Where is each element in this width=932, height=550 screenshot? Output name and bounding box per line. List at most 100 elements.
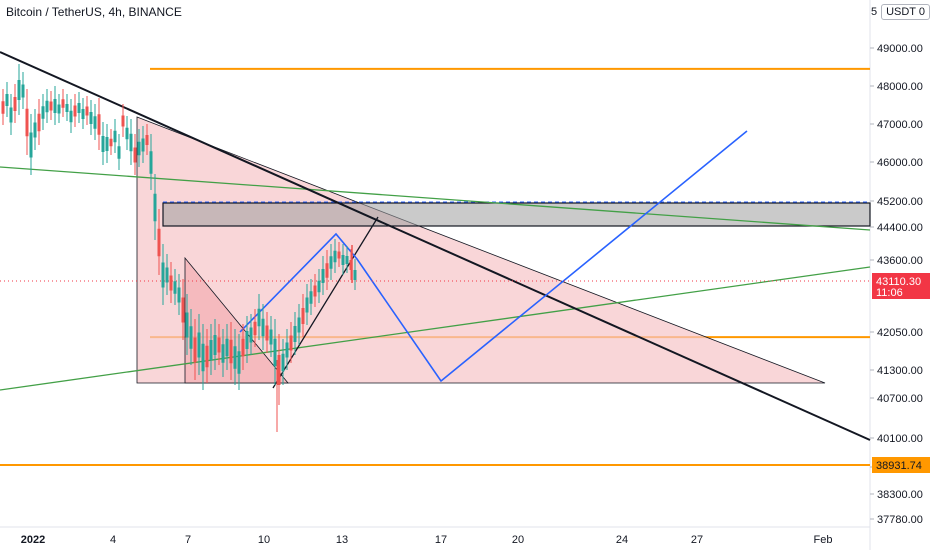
candle-body — [89, 112, 93, 124]
price-tick-label: 40100.00 — [877, 433, 923, 445]
candle-body — [53, 99, 57, 113]
time-tick-label: 24 — [616, 534, 628, 546]
grid — [0, 0, 871, 550]
candle-body — [105, 137, 109, 151]
time-tick-label: 20 — [512, 534, 524, 546]
currency-badge[interactable]: USDT 0 — [881, 4, 930, 20]
candle-body — [233, 346, 237, 369]
candle-body — [273, 338, 277, 367]
level-price-badge — [872, 457, 930, 473]
price-tick-label: 44400.00 — [877, 222, 923, 234]
projection-path — [239, 130, 748, 383]
candle-body — [169, 275, 173, 291]
candle-body — [309, 291, 313, 304]
candle-body — [25, 108, 29, 137]
last-price-label: 43110.30 — [876, 276, 921, 288]
candle-body — [145, 135, 149, 145]
candle-body — [257, 308, 261, 327]
candlesticks — [1, 64, 357, 432]
triangle-pattern — [136, 116, 826, 384]
price-tick-label: 42050.00 — [877, 327, 923, 339]
candle-body — [253, 321, 257, 336]
candle-body — [189, 326, 193, 349]
candle-body — [205, 345, 209, 368]
time-axis[interactable]: 2022 4 7 10 13 17 20 24 27 Feb — [21, 534, 833, 546]
green-trendline-upper — [0, 166, 871, 231]
candle-body — [93, 116, 97, 129]
candle-body — [133, 147, 137, 163]
candle-body — [157, 228, 161, 257]
candle-body — [21, 84, 25, 98]
candle-body — [57, 104, 61, 114]
last-price-badge — [872, 273, 930, 299]
candle-body — [101, 136, 105, 152]
candle-body — [225, 338, 229, 357]
time-tick-label: 7 — [185, 534, 191, 546]
price-tick-label: 38300.00 — [877, 489, 923, 501]
candle-body — [337, 251, 341, 259]
candle-body — [209, 340, 213, 360]
candle-body — [293, 326, 297, 342]
candle-body — [65, 104, 69, 112]
candle-body — [5, 94, 9, 106]
time-tick-label: 13 — [336, 534, 348, 546]
time-tick-label: 4 — [110, 534, 116, 546]
candle-body — [297, 317, 301, 333]
candle-body — [73, 105, 77, 117]
candle-body — [305, 297, 309, 313]
candle-body — [221, 344, 225, 363]
candle-body — [49, 101, 53, 111]
candle-body — [109, 138, 113, 147]
candle-body — [97, 114, 101, 135]
candle-body — [117, 146, 121, 159]
candle-body — [197, 332, 201, 358]
candle-body — [45, 100, 49, 113]
candle-body — [301, 308, 305, 324]
candle-body — [229, 339, 233, 364]
time-tick-label: Feb — [814, 534, 833, 546]
candle-body — [149, 151, 153, 174]
chart-title: Bitcoin / TetherUS, 4h, BINANCE — [6, 5, 182, 19]
price-tick-label: 41300.00 — [877, 365, 923, 377]
candle-body — [285, 342, 289, 358]
green-trendline-lower — [0, 266, 871, 391]
candle-body — [165, 267, 169, 283]
candle-body — [313, 285, 317, 297]
candle-body — [241, 338, 245, 357]
candle-body — [277, 355, 281, 385]
descending-trendline — [0, 51, 871, 441]
candle-body — [177, 287, 181, 303]
candle-body — [37, 113, 41, 132]
last-price-countdown: 11:06 — [876, 287, 903, 299]
candle-body — [353, 270, 357, 280]
price-axis[interactable]: 49000.00 48000.00 47000.00 46000.00 45200.00… — [870, 43, 930, 526]
candle-body — [281, 353, 285, 372]
candle-body — [317, 280, 321, 293]
candle-body — [349, 260, 353, 270]
price-tick-label: 37780.00 — [877, 514, 923, 526]
candle-body — [289, 335, 293, 351]
price-tick-label: 43600.00 — [877, 255, 923, 267]
candle-body — [341, 255, 345, 265]
candle-body — [129, 133, 133, 152]
candle-body — [41, 106, 45, 119]
candle-body — [325, 263, 329, 278]
currency-controls[interactable]: 5 USDT 0 — [871, 4, 930, 20]
candle-body — [173, 281, 177, 294]
candle-body — [137, 141, 141, 156]
currency-label: USDT — [886, 6, 916, 18]
candle-body — [29, 132, 33, 158]
candle-body — [85, 106, 89, 116]
candle-body — [265, 325, 269, 341]
candle-body — [69, 110, 73, 123]
candle-body — [13, 97, 17, 111]
candle-body — [193, 337, 197, 363]
time-tick-label: 17 — [435, 534, 447, 546]
candle-body — [213, 335, 217, 355]
candle-body — [141, 138, 145, 152]
scale-prefix: 5 — [870, 6, 878, 18]
price-tick-label: 47000.00 — [877, 119, 923, 131]
candle-body — [17, 80, 21, 100]
currency-suffix: 0 — [918, 6, 925, 18]
